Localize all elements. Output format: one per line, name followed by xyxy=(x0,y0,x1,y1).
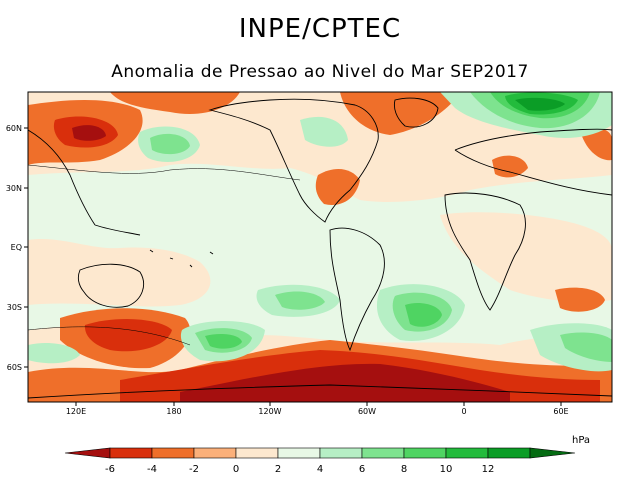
colorbar-swatch xyxy=(151,447,195,459)
colorbar-swatch xyxy=(529,447,576,459)
coastlines xyxy=(28,97,612,399)
map-subtitle: Anomalia de Pressao ao Nivel do Mar SEP2… xyxy=(111,62,529,82)
isolines xyxy=(28,164,301,346)
colorbar-label: 4 xyxy=(317,464,323,475)
colorbar-swatch xyxy=(277,447,321,459)
negative-extreme-antarctic xyxy=(180,363,510,402)
coastline-east-asia xyxy=(28,129,141,236)
negative-region-europe xyxy=(492,155,528,178)
anomaly-field xyxy=(28,92,612,402)
negative-region-north xyxy=(110,92,240,114)
colorbar-label: 12 xyxy=(482,464,495,475)
coastline-africa xyxy=(444,192,526,311)
colorbar-label: 10 xyxy=(440,464,453,475)
latitude-axis: 60N 30N EQ 30S 60S xyxy=(6,124,28,372)
coastline-pacific-islands xyxy=(149,249,214,268)
lat-label: 60N xyxy=(6,124,22,133)
coastline-australia xyxy=(77,263,144,308)
colorbar: -6 -4 -2 0 2 4 6 8 10 12 xyxy=(64,447,576,475)
positive-region-north-america xyxy=(300,116,348,147)
lat-label: 30N xyxy=(6,184,22,193)
colorbar-swatch xyxy=(445,447,489,459)
positive-strong-south-pacific xyxy=(205,334,242,349)
negative-region-indian-ocean xyxy=(555,287,605,312)
colorbar-unit: hPa xyxy=(572,435,590,446)
negative-region-us-east xyxy=(315,168,360,205)
lat-label: 60S xyxy=(7,363,22,372)
colorbar-label: -2 xyxy=(189,464,199,475)
cream-region-tropics-west xyxy=(28,238,211,307)
colorbar-label: 0 xyxy=(233,464,239,475)
positive-mid-north-pacific xyxy=(150,133,190,155)
negative-core-australia-south xyxy=(84,318,172,352)
coastline-greenland xyxy=(394,97,439,128)
lat-label: 30S xyxy=(7,303,22,312)
colorbar-label: 6 xyxy=(359,464,365,475)
coastline-eurasia xyxy=(454,128,612,196)
negative-region-east-asia xyxy=(580,127,612,161)
colorbar-label: -6 xyxy=(105,464,115,475)
colorbar-swatch xyxy=(64,447,111,459)
isoline-south xyxy=(28,326,191,346)
lon-label: 0 xyxy=(461,407,466,416)
lon-label: 180 xyxy=(166,407,181,416)
cream-region-africa xyxy=(440,212,612,302)
colorbar-label: 2 xyxy=(275,464,281,475)
positive-strong-south-atlantic xyxy=(405,303,442,327)
colorbar-swatch xyxy=(487,447,531,459)
lon-label: 60E xyxy=(553,407,568,416)
colorbar-label: 8 xyxy=(401,464,407,475)
negative-extreme-siberia xyxy=(72,125,106,141)
colorbar-swatch xyxy=(193,447,237,459)
positive-mid-east-pacific xyxy=(275,291,325,310)
coastline-antarctica xyxy=(28,384,612,399)
lon-label: 120W xyxy=(258,407,281,416)
lon-label: 120E xyxy=(66,407,86,416)
lon-label: 60W xyxy=(358,407,376,416)
coastline-north-america xyxy=(208,98,379,223)
positive-mid-southern-indian xyxy=(560,332,612,362)
longitude-axis: 120E 180 120W 60W 0 60E xyxy=(66,402,569,416)
coastline-south-america xyxy=(329,227,385,352)
positive-region-southern-west xyxy=(28,343,80,364)
cream-region-north-pacific xyxy=(28,92,612,202)
colorbar-swatch xyxy=(319,447,363,459)
isoline-north xyxy=(28,164,301,181)
colorbar-label: -4 xyxy=(147,464,157,475)
colorbar-swatch xyxy=(361,447,405,459)
colorbar-swatch xyxy=(235,447,279,459)
lat-label: EQ xyxy=(11,243,22,252)
negative-region-north-atlantic xyxy=(340,92,460,135)
positive-peak-north-atlantic xyxy=(515,97,565,111)
map-title: INPE/CPTEC xyxy=(238,14,402,44)
colorbar-swatch xyxy=(403,447,447,459)
colorbar-swatch xyxy=(109,447,153,459)
